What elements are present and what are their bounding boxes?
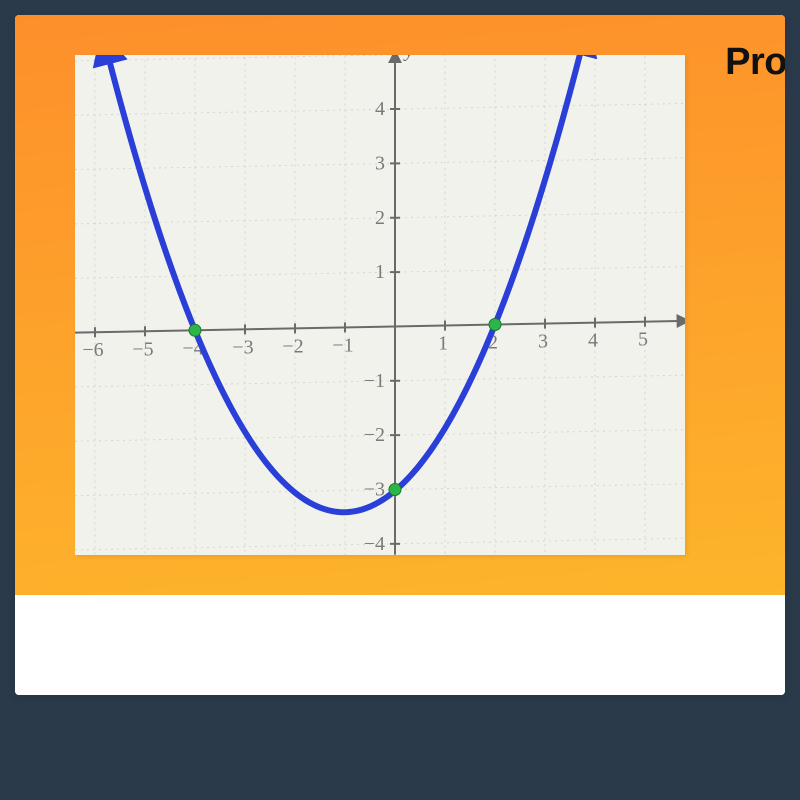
svg-text:5: 5	[638, 329, 648, 351]
svg-text:4: 4	[588, 330, 598, 352]
svg-text:−4: −4	[364, 533, 385, 555]
parabola-chart: −6−5−4−3−2−112345−4−3−2−11234y	[75, 55, 685, 555]
chart-card: −6−5−4−3−2−112345−4−3−2−11234y	[75, 55, 685, 555]
svg-text:3: 3	[538, 331, 548, 353]
svg-text:y: y	[403, 55, 414, 62]
svg-text:−1: −1	[364, 370, 385, 392]
white-frame: Pro −6−5−4−3−2−112345−4−3−2−11234y	[15, 15, 785, 695]
header-text-fragment: Pro	[725, 41, 785, 84]
svg-text:3: 3	[375, 152, 385, 174]
svg-text:2: 2	[375, 207, 385, 229]
svg-text:1: 1	[438, 332, 448, 354]
bottom-white-band	[15, 595, 785, 695]
svg-text:−5: −5	[132, 338, 153, 360]
svg-text:−6: −6	[82, 339, 103, 361]
svg-text:−2: −2	[282, 335, 303, 357]
svg-text:−2: −2	[364, 424, 385, 446]
svg-text:−3: −3	[232, 336, 253, 358]
svg-text:−1: −1	[332, 334, 353, 356]
gradient-band: Pro −6−5−4−3−2−112345−4−3−2−11234y	[15, 15, 785, 595]
svg-text:4: 4	[375, 98, 385, 120]
outer-frame: Pro −6−5−4−3−2−112345−4−3−2−11234y	[0, 0, 800, 800]
svg-text:1: 1	[375, 261, 385, 283]
